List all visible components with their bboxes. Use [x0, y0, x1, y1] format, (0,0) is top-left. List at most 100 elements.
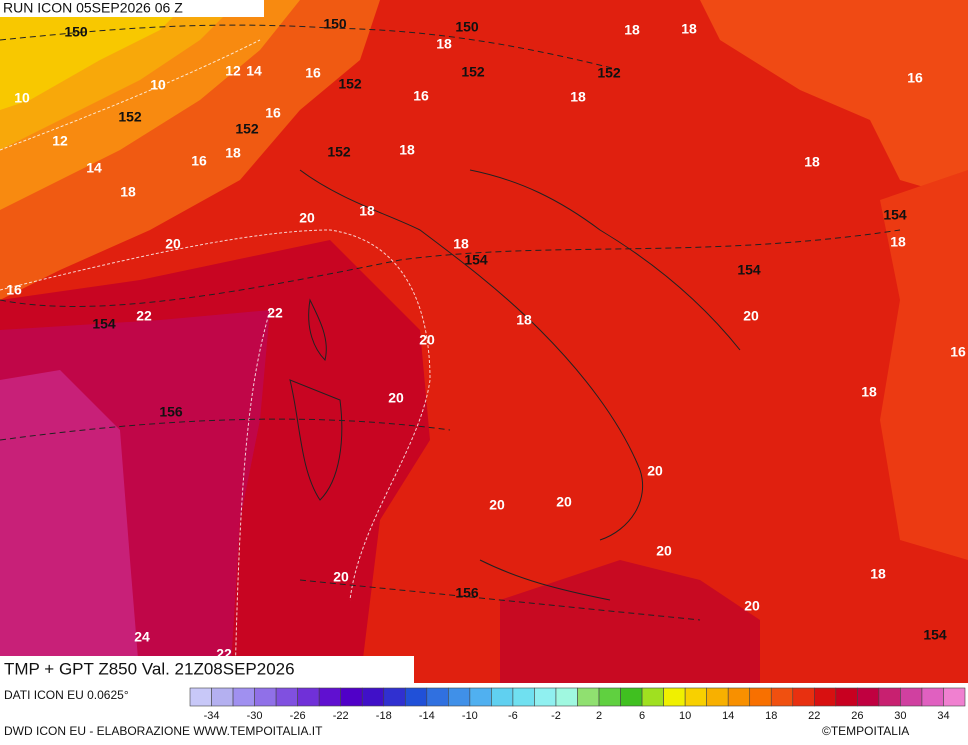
colorbar-swatch	[641, 687, 664, 707]
contour-label: 22	[136, 308, 152, 324]
contour-label: 18	[861, 384, 877, 400]
contour-label: 18	[624, 22, 640, 38]
contour-label: 18	[453, 236, 469, 252]
contour-label: 14	[246, 63, 262, 79]
credit-label: DWD ICON EU - ELABORAZIONE WWW.TEMPOITAL…	[4, 724, 323, 738]
colorbar-swatch	[878, 687, 901, 707]
contour-label: 152	[338, 76, 362, 92]
source-label: DATI ICON EU 0.0625°	[4, 688, 129, 702]
copyright-label: ©TEMPOITALIA	[822, 724, 909, 738]
contour-label: 18	[359, 203, 375, 219]
coastlines	[289, 169, 741, 601]
run-label: RUN ICON 05SEP2026 06 Z	[3, 0, 183, 16]
colorbar-swatch	[943, 687, 966, 707]
colorbar-label: 22	[808, 710, 820, 722]
contour-label: 18	[120, 184, 136, 200]
colorbar-swatch	[448, 687, 471, 707]
contour-label: 20	[489, 497, 505, 513]
contour-label: 16	[191, 153, 207, 169]
colorbar-swatch	[770, 687, 794, 707]
colorbar-swatch	[706, 687, 729, 707]
colorbar-label: 2	[596, 710, 602, 722]
contour-label: 16	[950, 344, 966, 360]
colorbar-swatch	[857, 687, 880, 707]
contour-label: 16	[6, 282, 22, 298]
colorbar-swatch	[814, 687, 837, 707]
contour-label: 20	[744, 598, 760, 614]
isotherms	[0, 39, 431, 684]
contour-label: 20	[656, 543, 672, 559]
colorbar-swatch	[555, 687, 578, 707]
colorbar-swatch	[469, 687, 492, 707]
colorbar-label: 18	[765, 710, 777, 722]
contour-label: 18	[681, 21, 697, 37]
header-box	[0, 0, 264, 17]
colorbar-label: -18	[376, 710, 392, 722]
contour-label: 152	[235, 121, 259, 137]
contour-label: 20	[388, 390, 404, 406]
contour-label: 156	[159, 404, 183, 420]
colorbar-label: 14	[722, 710, 734, 722]
colorbar-swatch	[232, 687, 255, 707]
contour-label: 18	[225, 145, 241, 161]
colorbar-swatch	[275, 687, 298, 707]
colorbar-label: -14	[419, 710, 435, 722]
contour-label: 16	[413, 88, 429, 104]
contour-label: 18	[436, 36, 452, 52]
colorbar-swatch	[361, 687, 385, 707]
contour-label: 20	[165, 236, 181, 252]
contour-label: 20	[299, 210, 315, 226]
contour-label: 20	[333, 569, 349, 585]
contour-label: 18	[516, 312, 532, 328]
contour-label: 10	[14, 90, 30, 106]
contour-label: 152	[327, 144, 351, 160]
colorbar-swatch	[577, 687, 600, 707]
contour-label: 12	[225, 63, 241, 79]
contour-label: 154	[92, 316, 116, 332]
colorbar-swatch	[835, 687, 858, 707]
colorbar-label: 26	[851, 710, 863, 722]
contour-label: 152	[597, 65, 621, 81]
colorbar: -34 -30 -26 -22 -18 -14 -10 -6 -2 2 6 10 14 18 22 26 30 3…	[189, 687, 966, 722]
contour-label: 18	[870, 566, 886, 582]
contour-label: 18	[890, 234, 906, 250]
contour-label: 154	[464, 252, 488, 268]
contour-label: 150	[323, 16, 347, 32]
colorbar-swatch	[318, 687, 341, 707]
colorbar-swatch	[211, 687, 234, 707]
colorbar-swatch	[663, 687, 686, 707]
contour-label: 154	[883, 207, 907, 223]
colorbar-swatch	[749, 687, 772, 707]
contour-label: 18	[804, 154, 820, 170]
colorbar-swatch	[404, 687, 428, 707]
contour-label: 152	[461, 64, 485, 80]
contour-label: 20	[556, 494, 572, 510]
colorbar-label: -26	[290, 710, 306, 722]
colorbar-label: -34	[204, 710, 220, 722]
colorbar-swatch	[189, 687, 212, 707]
colorbar-swatch	[598, 687, 621, 707]
contour-label: 12	[52, 133, 68, 149]
colorbar-swatch	[383, 687, 406, 707]
contour-label: 22	[267, 305, 283, 321]
colorbar-swatch	[426, 687, 449, 707]
temperature-field	[0, 0, 968, 683]
contour-label: 20	[743, 308, 759, 324]
title-box	[0, 656, 414, 683]
colorbar-swatch	[254, 687, 277, 707]
contour-label: 18	[399, 142, 415, 158]
colorbar-swatch	[620, 687, 643, 707]
contour-label: 150	[64, 24, 88, 40]
colorbar-label: -30	[247, 710, 263, 722]
colorbar-swatch	[340, 687, 363, 707]
colorbar-swatch	[792, 687, 815, 707]
colorbar-swatch	[491, 687, 514, 707]
contour-label: 154	[737, 262, 761, 278]
colorbar-label: -2	[551, 710, 561, 722]
colorbar-label: -6	[508, 710, 518, 722]
contour-label: 156	[455, 585, 479, 601]
contour-label: 14	[86, 160, 102, 176]
colorbar-swatch	[297, 687, 320, 707]
